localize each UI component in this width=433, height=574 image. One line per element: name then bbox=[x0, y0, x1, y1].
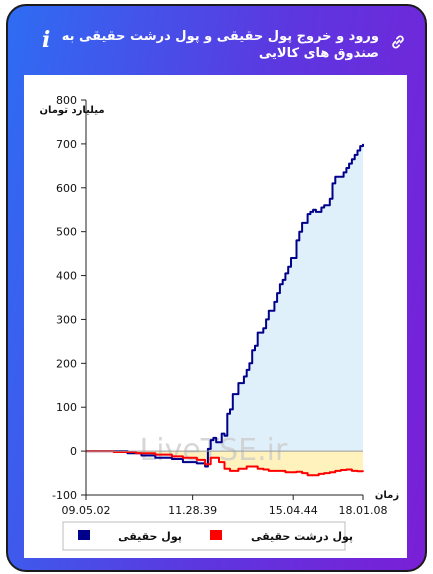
y-tick-label: 600 bbox=[56, 182, 77, 195]
link-icon[interactable] bbox=[389, 33, 407, 51]
y-axis-title: میلیارد تومان bbox=[39, 105, 104, 116]
legend-box bbox=[62, 521, 346, 551]
legend-swatch-1 bbox=[210, 530, 222, 540]
y-tick-label: 800 bbox=[56, 94, 77, 107]
series-line-1 bbox=[86, 450, 364, 477]
y-tick-label: 0 bbox=[70, 445, 77, 458]
y-tick-label: 100 bbox=[56, 401, 77, 414]
card-header: ورود و خروج پول حقیقی و پول درشت حقیقی ب… bbox=[8, 6, 425, 72]
legend-label-1: پول درشت حقیقی bbox=[251, 530, 353, 543]
y-tick-label: 200 bbox=[56, 357, 77, 370]
flow-chart: LiveTSE.ir -1000100200300400500600700800… bbox=[39, 94, 399, 551]
x-tick-label: 09.05.02 bbox=[62, 504, 111, 517]
series-area-0 bbox=[86, 143, 363, 467]
series-line-0 bbox=[86, 143, 364, 468]
chart-panel: LiveTSE.ir -100 0 100 200 300 400 500 600 700 800… bbox=[24, 75, 407, 558]
y-tick-label: 500 bbox=[56, 226, 77, 239]
card-title: ورود و خروج پول حقیقی و پول درشت حقیقی ب… bbox=[61, 29, 379, 61]
y-tick-label: 700 bbox=[56, 138, 77, 151]
y-tick-label: 300 bbox=[56, 313, 77, 326]
legend-swatch-0 bbox=[78, 530, 90, 540]
x-tick-label: 11.28.39 bbox=[168, 504, 217, 517]
legend-label-0: پول حقیقی bbox=[118, 530, 182, 543]
y-tick-label: -100 bbox=[52, 489, 77, 502]
x-axis-title: زمان bbox=[375, 490, 399, 501]
x-tick-label: 15.04.44 bbox=[269, 504, 318, 517]
y-tick-label: 400 bbox=[56, 270, 77, 283]
x-tick-label: 18.01.08 bbox=[339, 504, 388, 517]
info-icon[interactable]: i bbox=[42, 27, 51, 53]
chart-card: ورود و خروج پول حقیقی و پول درشت حقیقی ب… bbox=[6, 4, 427, 572]
